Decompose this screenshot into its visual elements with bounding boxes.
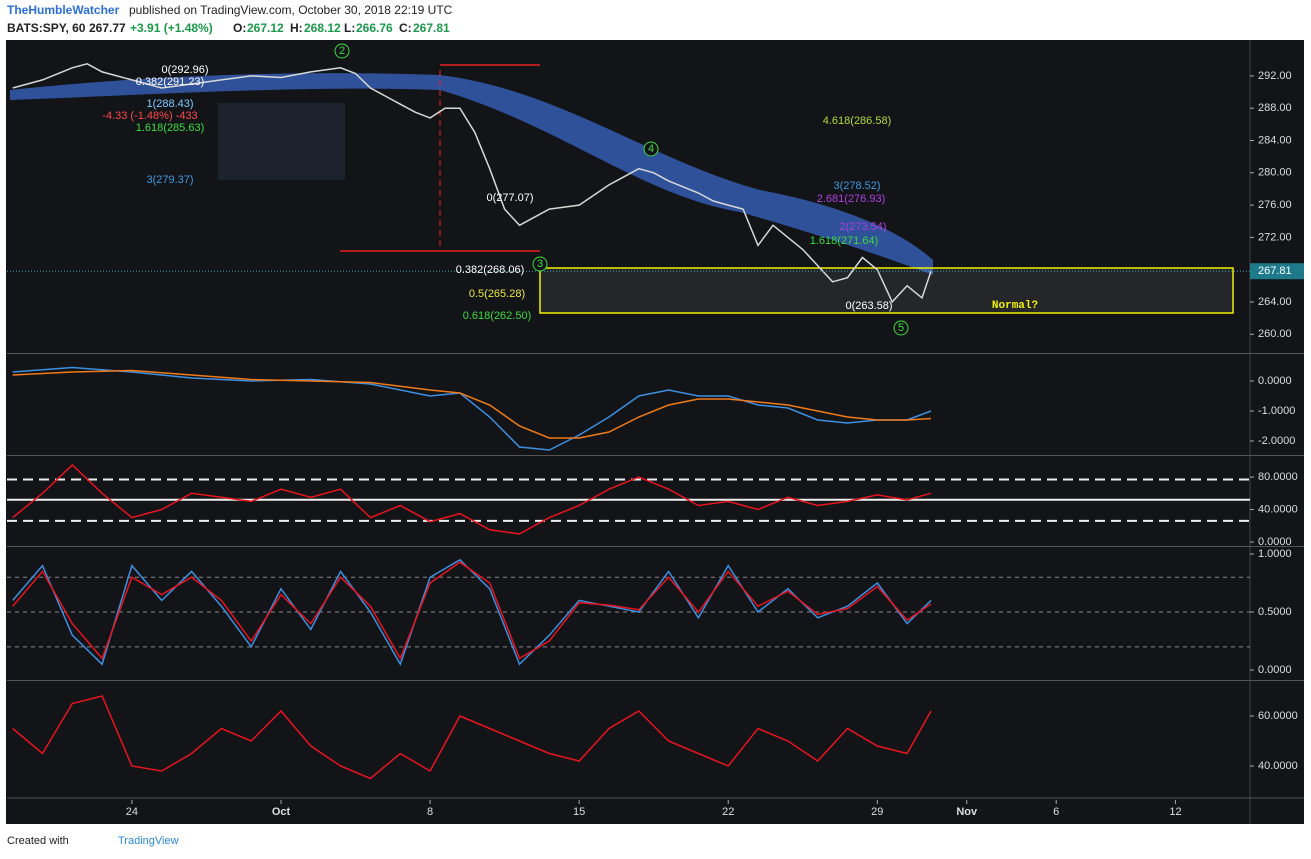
series-line xyxy=(12,561,932,661)
y-tick-label: 276.00 xyxy=(1258,199,1292,211)
y-tick-label: 272.00 xyxy=(1258,231,1292,243)
annotation: 4 xyxy=(648,143,654,155)
wave-marker xyxy=(334,43,350,59)
y-tick-label: -2.0000 xyxy=(1258,435,1295,447)
wave-marker xyxy=(643,141,659,157)
annotation: 0.5(265.28) xyxy=(469,288,525,300)
y-tick-label: 60.0000 xyxy=(1258,710,1298,722)
x-tick-label: 22 xyxy=(722,806,734,818)
y-tick-label: 80.0000 xyxy=(1258,471,1298,483)
annotation: 4.618(286.58) xyxy=(823,115,892,127)
annotation: 3 xyxy=(537,258,543,270)
annotation: 0(263.58) xyxy=(845,300,892,312)
y-tick-label: 40.0000 xyxy=(1258,760,1298,772)
annotation: 1.618(285.63) xyxy=(136,122,205,134)
series-line xyxy=(12,369,932,439)
x-tick-label: 24 xyxy=(126,806,138,818)
annotation: 2.681(276.93) xyxy=(817,193,886,205)
y-tick-label: 0.5000 xyxy=(1258,606,1292,618)
y-tick-label: 264.00 xyxy=(1258,296,1292,308)
last-price-label: 267.81 xyxy=(1258,265,1292,277)
annotation: 5 xyxy=(898,322,904,334)
symbol: BATS:SPY, 60 xyxy=(7,21,86,35)
y-tick-label: 292.00 xyxy=(1258,70,1292,82)
annotation: 0(292.96) xyxy=(161,64,208,76)
y-tick-label: 0.0000 xyxy=(1258,375,1292,387)
y-tick-label: 288.00 xyxy=(1258,102,1292,114)
open: 267.12 xyxy=(247,21,284,35)
series-line xyxy=(12,366,932,451)
published: published on TradingView.com, October 30… xyxy=(129,3,453,17)
y-tick-label: 280.00 xyxy=(1258,167,1292,179)
annotation: -4.33 (-1.48%) -433 xyxy=(102,110,197,122)
x-tick-label: Oct xyxy=(272,806,291,818)
annotation: 3(278.52) xyxy=(833,180,880,192)
wave-marker xyxy=(893,320,909,336)
annotation: 2 xyxy=(339,45,345,57)
y-tick-label: 40.0000 xyxy=(1258,503,1298,515)
note: Normal? xyxy=(992,300,1038,312)
o-label: O: xyxy=(233,21,246,35)
last: 267.77 xyxy=(89,21,126,35)
h-label: H: xyxy=(290,21,303,35)
annotation: 0(277.07) xyxy=(486,192,533,204)
annotation: 0.382(268.06) xyxy=(456,264,525,276)
change: +3.91 (+1.48%) xyxy=(130,21,213,35)
x-tick-label: 12 xyxy=(1169,806,1181,818)
x-tick-label: 29 xyxy=(871,806,883,818)
c-label: C: xyxy=(399,21,412,35)
high: 268.12 xyxy=(304,21,341,35)
footer-created: Created with xyxy=(7,835,69,847)
wave-marker xyxy=(532,256,548,272)
x-tick-label: Nov xyxy=(956,806,978,818)
last-price-box xyxy=(1250,263,1304,280)
x-tick-label: 6 xyxy=(1053,806,1059,818)
y-tick-label: 284.00 xyxy=(1258,134,1292,146)
low: 266.76 xyxy=(356,21,393,35)
annotation: 1.618(271.64) xyxy=(810,235,879,247)
author[interactable]: TheHumbleWatcher xyxy=(7,3,120,17)
x-tick-label: 8 xyxy=(427,806,433,818)
y-tick-label: 0.0000 xyxy=(1258,664,1292,676)
l-label: L: xyxy=(344,21,355,35)
annotation: 1(288.43) xyxy=(146,98,193,110)
series-line xyxy=(12,62,932,304)
y-tick-label: -1.0000 xyxy=(1258,405,1295,417)
annotation: 3(279.37) xyxy=(146,174,193,186)
series-line xyxy=(12,463,932,535)
series-line xyxy=(12,558,932,667)
footer-brand[interactable]: TradingView xyxy=(118,835,179,847)
annotation: 0.618(262.50) xyxy=(463,310,532,322)
y-tick-label: 0.0000 xyxy=(1258,536,1292,548)
close: 267.81 xyxy=(413,21,450,35)
fib-zone xyxy=(218,103,345,180)
series-line xyxy=(12,695,932,780)
x-tick-label: 15 xyxy=(573,806,585,818)
annotation: 2(273.54) xyxy=(839,221,886,233)
y-tick-label: 260.00 xyxy=(1258,328,1292,340)
cloud xyxy=(10,73,933,275)
annotation: 0.382(291.23) xyxy=(136,76,205,88)
y-tick-label: 1.0000 xyxy=(1258,548,1292,560)
